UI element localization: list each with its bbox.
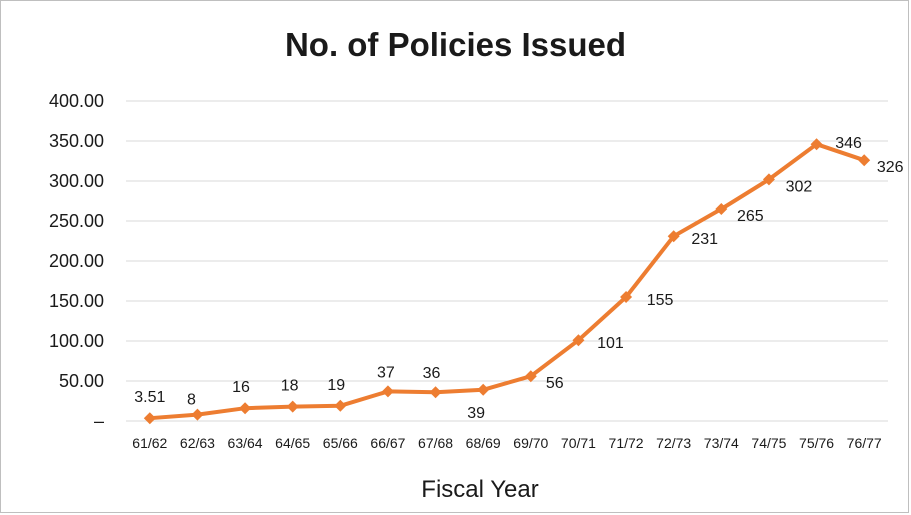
y-tick-label: 400.00 — [49, 91, 104, 111]
series-line — [149, 142, 865, 421]
series-line-path — [149, 142, 865, 421]
data-label: 326 — [877, 159, 904, 176]
data-label: 101 — [597, 335, 624, 352]
x-tick-label: 68/69 — [466, 435, 501, 451]
x-tick-label: 75/76 — [799, 435, 834, 451]
data-labels: 3.51 8 16 18 19 37 36 39 56 101 155 231 265 302 346 326 — [134, 135, 903, 422]
x-tick-label: 73/74 — [704, 435, 739, 451]
data-label: 155 — [647, 292, 674, 309]
x-tick-label: 69/70 — [513, 435, 548, 451]
data-point-marker — [667, 230, 680, 243]
data-point-marker — [810, 138, 823, 151]
x-tick-label: 74/75 — [751, 435, 786, 451]
data-point-marker — [429, 386, 442, 399]
data-point-marker — [715, 203, 728, 215]
data-label: 56 — [546, 375, 564, 392]
y-tick-label: 350.00 — [49, 131, 104, 151]
x-tick-label: 62/63 — [180, 435, 215, 451]
data-label: 19 — [327, 377, 345, 394]
data-point-marker — [572, 334, 585, 347]
x-tick-label: 66/67 — [370, 435, 405, 451]
data-point-marker — [858, 154, 871, 167]
x-tick-label: 72/73 — [656, 435, 691, 451]
y-tick-label: 300.00 — [49, 171, 104, 191]
x-tick-label: 67/68 — [418, 435, 453, 451]
series-markers — [143, 138, 871, 425]
data-label: 36 — [423, 365, 441, 382]
y-tick-label: 100.00 — [49, 331, 104, 351]
x-tick-label: 76/77 — [847, 435, 882, 451]
x-axis-title: Fiscal Year — [421, 476, 539, 503]
gridlines — [126, 100, 888, 422]
data-label: 37 — [377, 364, 395, 381]
data-label: 302 — [786, 178, 813, 195]
data-label: 39 — [467, 405, 485, 422]
y-tick-label: 50.00 — [59, 371, 104, 391]
data-point-marker — [381, 385, 394, 398]
data-point-marker — [334, 399, 347, 412]
data-label: 3.51 — [134, 389, 165, 406]
x-tick-label: 71/72 — [609, 435, 644, 451]
y-tick-label: – — [94, 411, 104, 431]
y-axis-ticks: – 50.00 100.00 150.00 200.00 250.00 300.00 350.… — [49, 91, 104, 431]
data-label: 265 — [737, 208, 764, 225]
y-tick-label: 250.00 — [49, 211, 104, 231]
data-point-marker — [477, 383, 490, 396]
data-point-marker — [620, 291, 633, 303]
y-tick-label: 200.00 — [49, 251, 104, 271]
data-label: 16 — [232, 379, 250, 396]
data-point-marker — [762, 173, 775, 186]
data-point-marker — [191, 408, 204, 421]
chart-title: No. of Policies Issued — [284, 26, 627, 63]
data-point-marker — [143, 412, 156, 425]
data-label: 231 — [691, 231, 718, 248]
x-tick-label: 70/71 — [561, 435, 596, 451]
x-tick-label: 61/62 — [132, 435, 167, 451]
data-point-marker — [239, 402, 252, 415]
x-tick-label: 64/65 — [275, 435, 310, 451]
data-label: 346 — [835, 135, 862, 152]
x-axis-ticks: 61/62 62/63 63/64 64/65 65/66 66/67 67/68 68/69… — [132, 435, 882, 451]
data-label: 18 — [281, 378, 299, 395]
x-tick-label: 65/66 — [323, 435, 358, 451]
data-point-marker — [286, 400, 299, 413]
data-label: 8 — [187, 392, 196, 409]
data-point-marker — [524, 370, 537, 383]
x-tick-label: 63/64 — [228, 435, 263, 451]
y-tick-label: 150.00 — [49, 291, 104, 311]
